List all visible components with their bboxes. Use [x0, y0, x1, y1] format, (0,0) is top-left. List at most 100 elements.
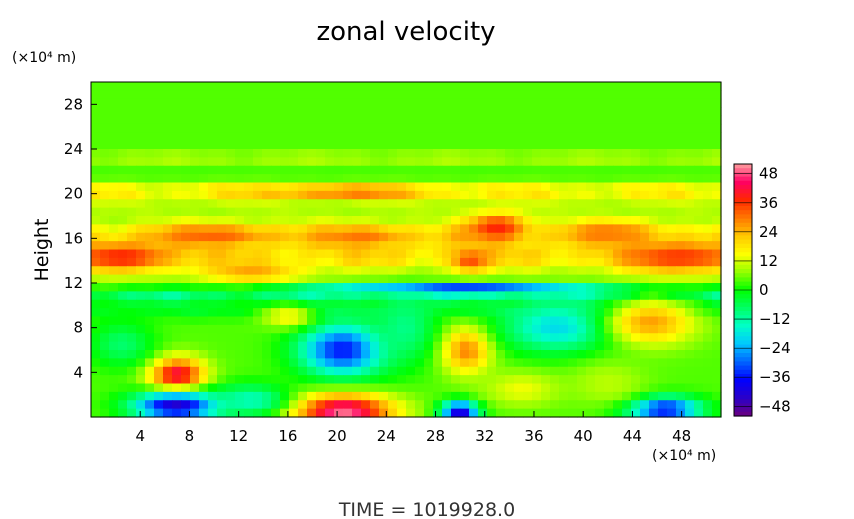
heatmap-cell [577, 132, 587, 142]
heatmap-cell [172, 190, 182, 200]
heatmap-cell [235, 216, 245, 225]
heatmap-cell [298, 283, 308, 292]
heatmap-cell [406, 274, 416, 284]
heatmap-cell [595, 391, 605, 401]
heatmap-cell [208, 165, 218, 175]
heatmap-cell [586, 350, 596, 359]
heatmap-cell [127, 266, 137, 276]
heatmap-cell [352, 140, 362, 150]
heatmap-cell [253, 274, 263, 284]
heatmap-cell [649, 283, 659, 292]
heatmap-cell [118, 216, 128, 225]
heatmap-cell [685, 400, 695, 410]
heatmap-cell [541, 149, 551, 158]
heatmap-cell [127, 257, 137, 267]
heatmap-cell [325, 350, 335, 359]
heatmap-cell [451, 341, 461, 351]
heatmap-cell [496, 316, 506, 326]
heatmap-cell [163, 358, 173, 368]
heatmap-cell [109, 408, 119, 418]
heatmap-cell [190, 308, 200, 318]
heatmap-cell [676, 174, 686, 184]
heatmap-cell [505, 358, 515, 368]
heatmap-cell [550, 132, 560, 142]
heatmap-cell [235, 90, 245, 100]
heatmap-cell [505, 98, 515, 108]
heatmap-cell [478, 400, 488, 410]
heatmap-cell [415, 182, 425, 192]
heatmap-cell [451, 241, 461, 251]
heatmap-cell [289, 341, 299, 351]
heatmap-cell [694, 249, 704, 259]
heatmap-cell [361, 358, 371, 368]
heatmap-cell [460, 316, 470, 326]
heatmap-cell [496, 333, 506, 343]
heatmap-cell [442, 140, 452, 150]
heatmap-cell [172, 232, 182, 242]
heatmap-cell [334, 366, 344, 376]
heatmap-cell [559, 375, 569, 385]
heatmap-cell [100, 358, 110, 368]
heatmap-cell [370, 157, 380, 167]
heatmap-cell [685, 316, 695, 326]
heatmap-cell [631, 308, 641, 318]
heatmap-cell [91, 98, 101, 108]
heatmap-cell [298, 199, 308, 209]
heatmap-cell [460, 333, 470, 343]
heatmap-cell [613, 182, 623, 192]
heatmap-cell [613, 291, 623, 301]
heatmap-cell [676, 274, 686, 284]
heatmap-cell [685, 291, 695, 301]
heatmap-cell [622, 224, 632, 234]
heatmap-cell [424, 207, 434, 217]
heatmap-cell [559, 149, 569, 158]
heatmap-cell [316, 182, 326, 192]
colorbar-swatch [734, 378, 752, 383]
heatmap-cell [109, 157, 119, 167]
heatmap-cell [577, 341, 587, 351]
heatmap-cell [712, 82, 722, 91]
heatmap-cell [307, 157, 317, 167]
heatmap-cell [145, 140, 155, 150]
heatmap-cell [469, 400, 479, 410]
heatmap-cell [280, 157, 290, 167]
heatmap-cell [658, 107, 668, 117]
heatmap-cell [622, 249, 632, 259]
heatmap-cell [712, 98, 722, 108]
heatmap-cell [118, 241, 128, 251]
x-axis-ticks: 4 8 12 16 20 24 28 32 36 40 44 48 [135, 411, 691, 445]
heatmap-cell [523, 358, 533, 368]
heatmap-cell [442, 257, 452, 267]
heatmap-cell [415, 257, 425, 267]
heatmap-cell [154, 82, 164, 91]
heatmap-cell [649, 132, 659, 142]
heatmap-cell [226, 115, 236, 125]
heatmap-cell [271, 140, 281, 150]
heatmap-cell [226, 149, 236, 158]
heatmap-cell [478, 341, 488, 351]
heatmap-cell [613, 299, 623, 309]
heatmap-cell [550, 149, 560, 158]
heatmap-cell [658, 299, 668, 309]
heatmap-cell [172, 333, 182, 343]
heatmap-cell [712, 316, 722, 326]
heatmap-cell [703, 257, 713, 267]
heatmap-cell [307, 375, 317, 385]
heatmap-cell [289, 115, 299, 125]
heatmap-cell [172, 82, 182, 91]
heatmap-cell [442, 232, 452, 242]
heatmap-cell [604, 291, 614, 301]
heatmap-cell [181, 98, 191, 108]
heatmap-cell [208, 400, 218, 410]
heatmap-cell [325, 132, 335, 142]
heatmap-cell [505, 400, 515, 410]
heatmap-cell [694, 299, 704, 309]
heatmap-cell [550, 291, 560, 301]
heatmap-cell [586, 341, 596, 351]
heatmap-cell [235, 207, 245, 217]
heatmap-cell [370, 123, 380, 133]
heatmap-cell [433, 115, 443, 125]
heatmap-cell [514, 123, 524, 133]
heatmap-cell [631, 190, 641, 200]
heatmap-cell [334, 140, 344, 150]
